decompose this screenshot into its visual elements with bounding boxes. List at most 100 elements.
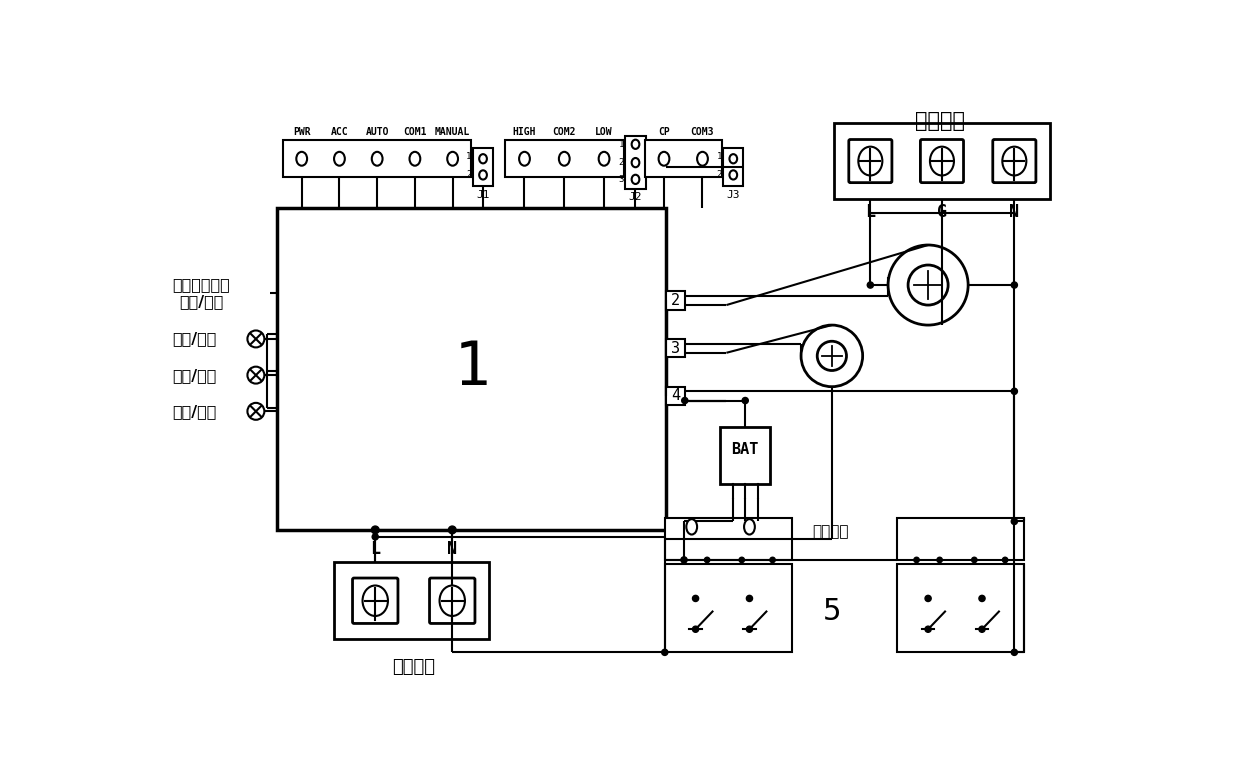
Text: 5: 5 [822, 597, 841, 626]
Bar [625, 136, 646, 189]
Text: 故障报警指示: 故障报警指示 [172, 278, 229, 292]
Ellipse shape [559, 152, 569, 165]
Bar [666, 387, 684, 405]
Ellipse shape [599, 152, 609, 165]
Circle shape [746, 595, 753, 601]
Text: 1: 1 [454, 339, 490, 398]
Text: 2: 2 [717, 169, 722, 179]
Circle shape [925, 626, 931, 633]
Ellipse shape [372, 152, 383, 165]
Bar [505, 140, 624, 177]
Circle shape [682, 397, 688, 404]
Ellipse shape [448, 152, 458, 165]
Ellipse shape [631, 140, 640, 149]
Text: 3: 3 [619, 175, 624, 184]
Bar [645, 140, 722, 177]
Bar [666, 339, 684, 358]
Circle shape [248, 367, 264, 383]
Text: 1: 1 [466, 152, 471, 161]
Text: N: N [448, 539, 458, 557]
Circle shape [1012, 388, 1017, 394]
Circle shape [681, 557, 687, 563]
Circle shape [914, 557, 919, 563]
Bar [278, 208, 666, 530]
Circle shape [1012, 649, 1017, 655]
Text: ACC: ACC [331, 127, 348, 137]
Circle shape [248, 403, 264, 419]
Circle shape [739, 557, 744, 563]
Bar [723, 148, 743, 187]
Circle shape [937, 557, 942, 563]
Bar [666, 291, 684, 310]
Bar [835, 123, 1050, 199]
Circle shape [801, 325, 863, 387]
Text: 过载/空载: 过载/空载 [172, 368, 216, 383]
Text: 1: 1 [619, 140, 624, 149]
Text: PWR: PWR [293, 127, 310, 137]
Ellipse shape [729, 154, 737, 163]
Text: 2: 2 [466, 169, 471, 179]
Text: J1: J1 [476, 190, 490, 200]
Circle shape [372, 534, 378, 540]
Ellipse shape [334, 152, 345, 165]
Text: 2: 2 [671, 293, 680, 308]
Text: L: L [371, 539, 381, 557]
FancyBboxPatch shape [849, 140, 892, 183]
Ellipse shape [686, 519, 697, 535]
Circle shape [662, 649, 668, 655]
Bar [665, 517, 792, 560]
Text: J3: J3 [727, 190, 740, 200]
Text: HIGH: HIGH [513, 127, 536, 137]
Bar [665, 564, 792, 652]
Ellipse shape [439, 586, 465, 616]
Circle shape [692, 626, 698, 633]
FancyBboxPatch shape [352, 578, 398, 623]
Ellipse shape [729, 170, 737, 180]
Ellipse shape [658, 152, 670, 165]
Circle shape [372, 526, 379, 534]
Circle shape [867, 282, 873, 289]
Circle shape [449, 526, 456, 534]
Circle shape [978, 626, 985, 633]
Ellipse shape [930, 147, 954, 176]
Circle shape [681, 557, 687, 563]
Circle shape [1012, 518, 1017, 524]
Text: AUTO: AUTO [366, 127, 389, 137]
Ellipse shape [520, 152, 529, 165]
Bar [898, 564, 1024, 652]
Ellipse shape [362, 586, 388, 616]
Text: 电源输入: 电源输入 [915, 111, 965, 131]
Circle shape [888, 245, 968, 325]
Text: COM3: COM3 [691, 127, 714, 137]
Ellipse shape [1002, 147, 1027, 176]
Text: COM1: COM1 [403, 127, 427, 137]
Text: L: L [866, 203, 875, 221]
Ellipse shape [479, 154, 487, 163]
FancyBboxPatch shape [920, 140, 963, 183]
Bar [720, 426, 770, 485]
Text: LOW: LOW [595, 127, 613, 137]
Text: G: G [937, 203, 947, 221]
Circle shape [908, 265, 949, 305]
Ellipse shape [479, 170, 487, 180]
Circle shape [692, 595, 698, 601]
Bar [898, 517, 1024, 560]
Ellipse shape [697, 152, 708, 165]
Ellipse shape [409, 152, 420, 165]
Text: 4: 4 [671, 388, 680, 404]
FancyBboxPatch shape [993, 140, 1035, 183]
Ellipse shape [631, 158, 640, 167]
Text: 过压/欠压: 过压/欠压 [172, 332, 216, 347]
Text: N: N [1009, 203, 1019, 221]
Text: 输出控制: 输出控制 [812, 524, 849, 539]
Ellipse shape [296, 152, 308, 165]
Text: 常亮/闪烁: 常亮/闪烁 [180, 295, 224, 310]
Circle shape [743, 397, 748, 404]
Circle shape [1012, 282, 1017, 289]
Bar [334, 562, 490, 639]
Circle shape [925, 595, 931, 601]
Circle shape [972, 557, 977, 563]
Text: COM2: COM2 [553, 127, 577, 137]
Text: MANUAL: MANUAL [435, 127, 470, 137]
Circle shape [746, 626, 753, 633]
